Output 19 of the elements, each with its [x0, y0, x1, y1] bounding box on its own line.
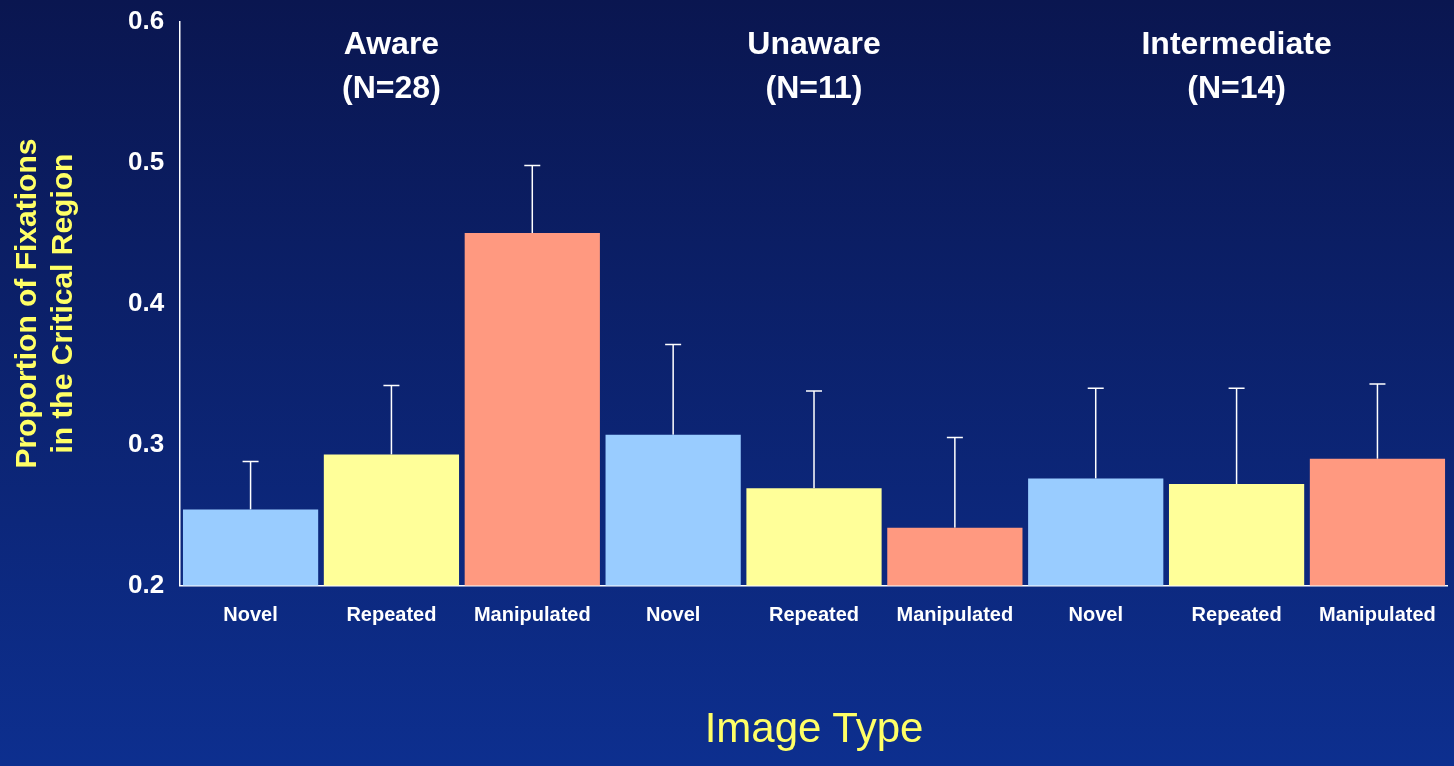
annotation: Intermediate (N=14): [1141, 24, 1332, 105]
y-tick-label: 0.3: [127, 427, 165, 458]
y-tick-label: 0.6: [127, 4, 165, 35]
x-tick-label: Repeated: [346, 603, 437, 626]
x-tick-label: Novel: [1068, 603, 1123, 626]
x-tick-label: Manipulated: [1319, 603, 1436, 626]
x-tick-label: Manipulated: [896, 603, 1014, 626]
annotation: Aware (N=28): [342, 24, 441, 105]
y-tick-label: 0.2: [127, 568, 165, 599]
y-tick-label: 0.4: [127, 286, 165, 317]
annotation: Unaware (N=11): [747, 24, 881, 105]
x-tick-label: Manipulated: [473, 603, 591, 626]
x-tick-label: Repeated: [768, 603, 860, 626]
x-tick-label: Novel: [223, 603, 278, 626]
y-axis-title: Proportion of Fixations in the Critical Region: [9, 138, 79, 469]
x-tick-label: Novel: [645, 603, 701, 626]
y-tick-label: 0.5: [127, 145, 165, 176]
x-axis-title: Image Type: [704, 704, 924, 752]
x-tick-label: Repeated: [1191, 603, 1282, 626]
